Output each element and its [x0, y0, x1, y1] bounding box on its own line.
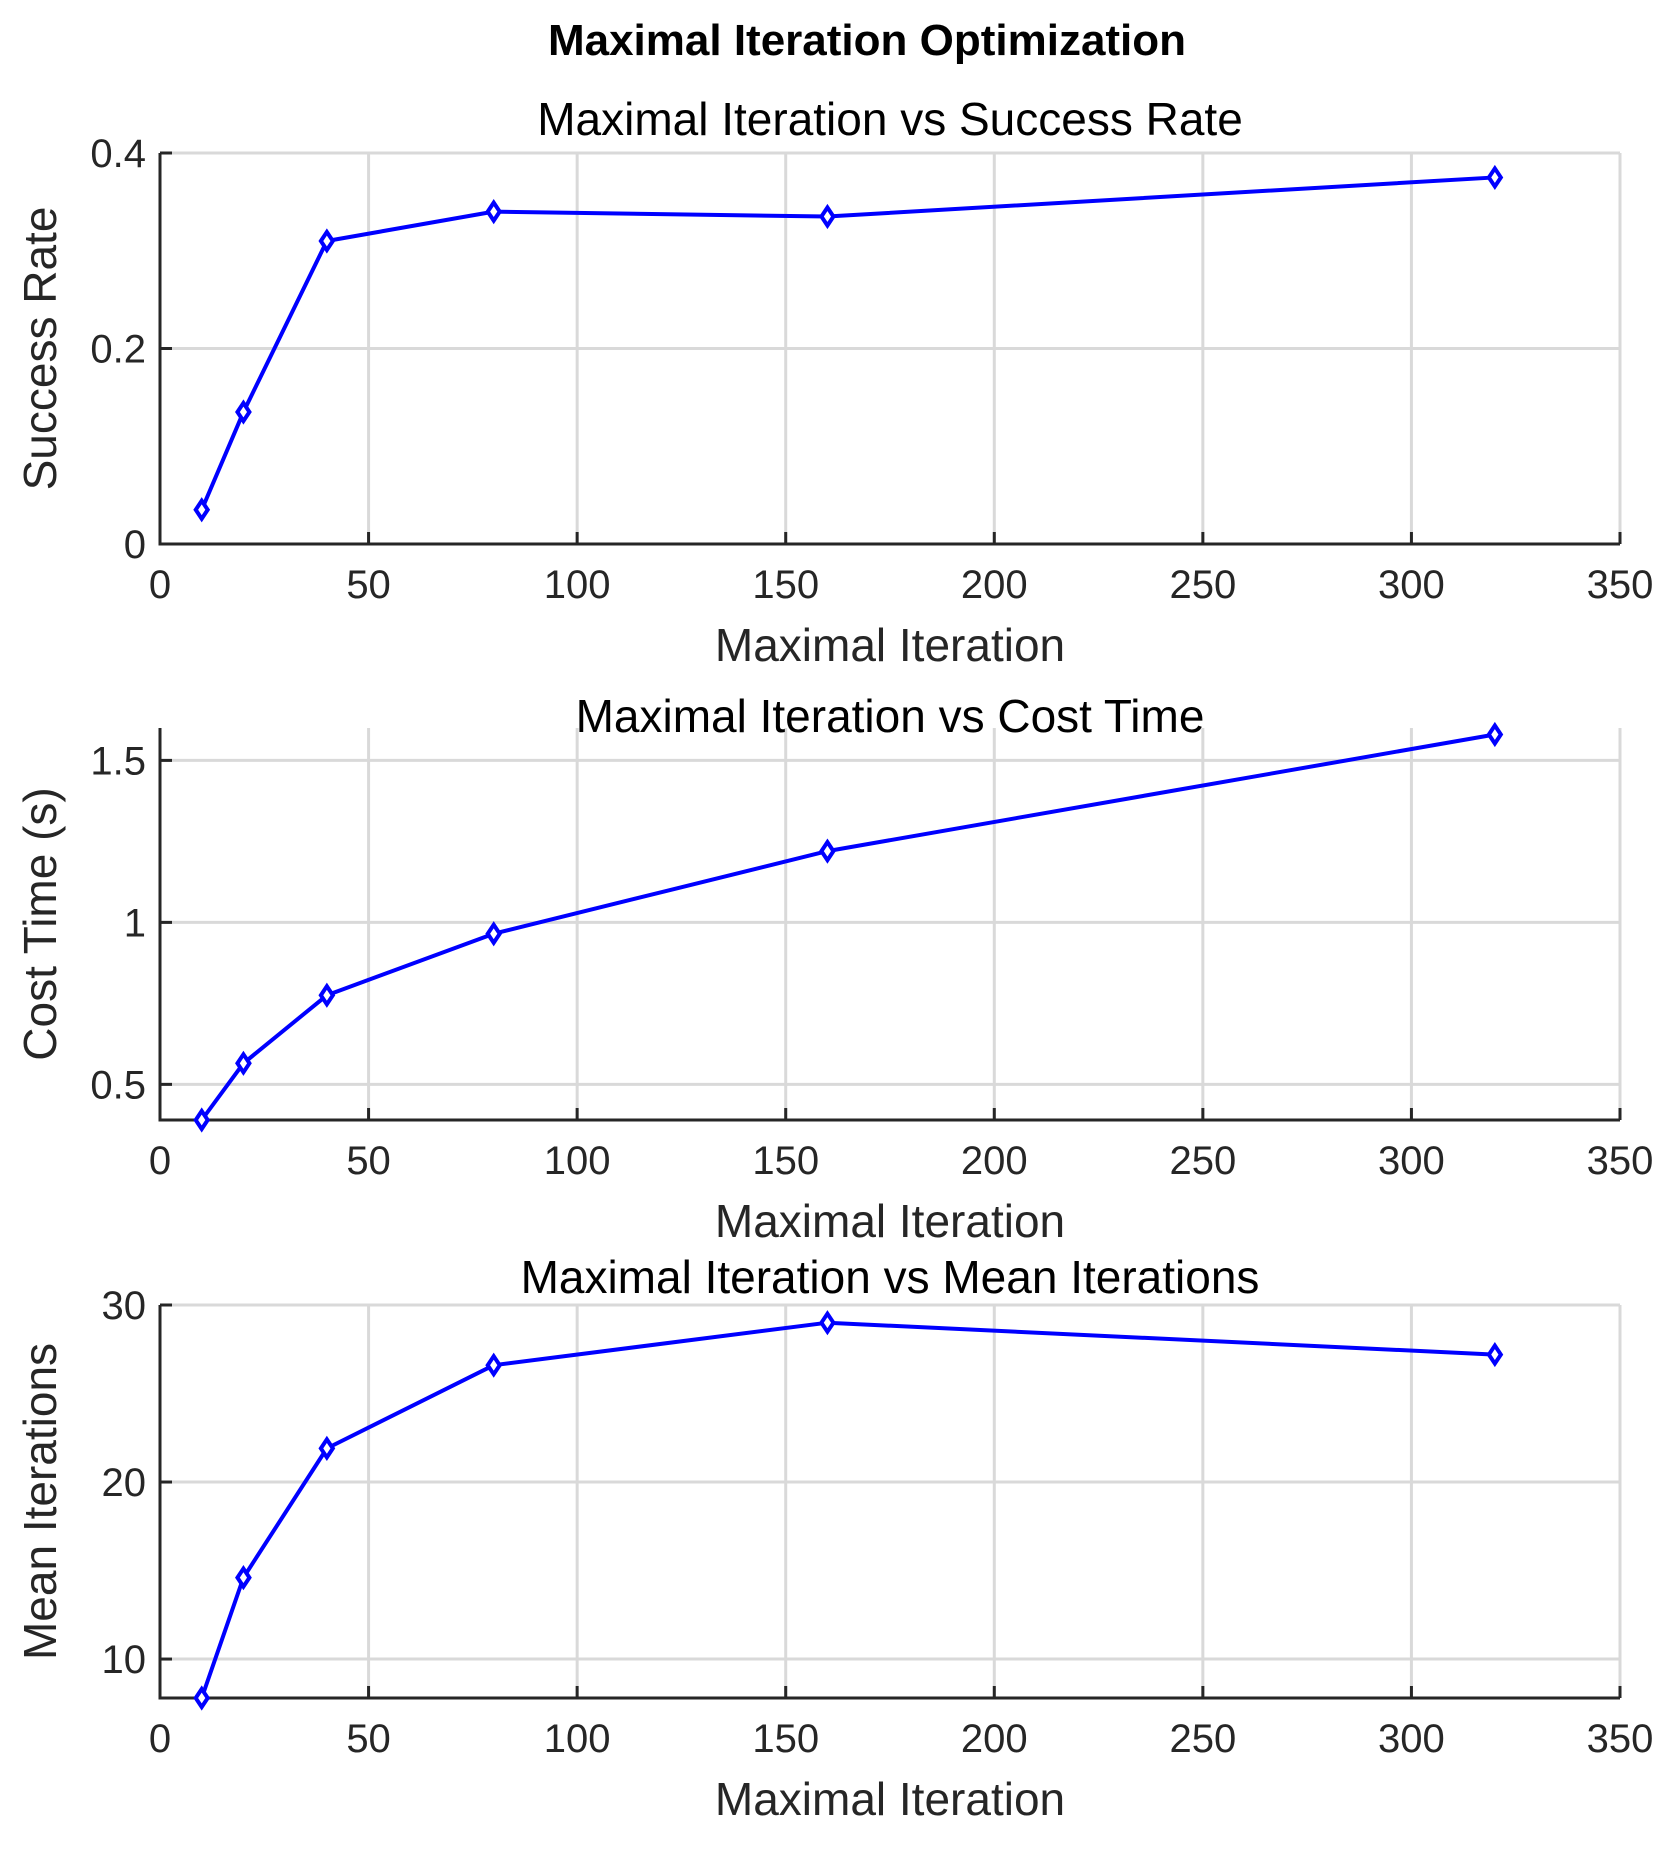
data-point: [1486, 1341, 1504, 1368]
data-point: [485, 1352, 503, 1378]
data-point: [485, 199, 503, 225]
series-line: [199, 175, 1495, 511]
subplot-3: 0 50 100 150 200 250 300 350 10 20 30 Maximal Itera…: [14, 1251, 1653, 1825]
x-tick-label: 50: [346, 563, 391, 607]
data-point: [819, 203, 836, 230]
x-tick-label: 0: [149, 1717, 171, 1761]
data-point: [193, 1685, 211, 1711]
data-point: [193, 1107, 211, 1133]
data-point: [318, 1435, 336, 1461]
subplot-2: 0 50 100 150 200 250 300 350 0.5 1 1.5 Maximal Iter…: [14, 690, 1653, 1247]
x-tick-label: 250: [1169, 1139, 1236, 1183]
data-point: [235, 1050, 252, 1076]
subplot-1: 0 50 100 150 200 250 300 350 0 0.2 0.4 Maximal Iter…: [14, 93, 1653, 671]
y-axis-label: Success Rate: [14, 207, 66, 491]
x-tick-label: 150: [752, 563, 819, 607]
x-tick-label: 350: [1587, 1717, 1654, 1761]
x-tick-label: 300: [1378, 563, 1445, 607]
y-tick-label: 0.5: [90, 1063, 146, 1107]
data-point: [1486, 721, 1504, 748]
x-tick-label: 0: [149, 1139, 171, 1183]
y-tick-label: 0.4: [90, 132, 146, 176]
series-line: [200, 732, 1496, 1122]
x-tick-label: 150: [752, 1717, 819, 1761]
x-tick-label: 350: [1587, 1139, 1654, 1183]
y-tick-label: 1: [124, 901, 146, 945]
x-tick-label: 200: [961, 563, 1028, 607]
data-point: [485, 921, 503, 947]
x-axis-label: Maximal Iteration: [715, 1773, 1065, 1825]
data-point: [193, 497, 211, 523]
data-point: [819, 1310, 836, 1336]
x-tick-label: 350: [1587, 563, 1654, 607]
y-tick-label: 30: [102, 1284, 147, 1328]
figure-suptitle: Maximal Iteration Optimization: [548, 16, 1186, 65]
y-axis-label: Cost Time (s): [14, 787, 66, 1060]
y-tick-label: 0: [124, 523, 146, 567]
x-tick-label: 100: [544, 563, 611, 607]
x-tick-label: 250: [1169, 1717, 1236, 1761]
data-point: [1486, 164, 1504, 191]
x-tick-label: 0: [149, 563, 171, 607]
x-tick-label: 250: [1169, 563, 1236, 607]
x-tick-label: 150: [752, 1139, 819, 1183]
data-point: [235, 399, 252, 425]
series-line: [199, 1320, 1495, 1699]
data-point: [318, 228, 336, 254]
subplot-title: Maximal Iteration vs Mean Iterations: [521, 1251, 1260, 1303]
subplot-title: Maximal Iteration vs Success Rate: [537, 93, 1243, 145]
y-tick-label: 10: [102, 1638, 147, 1682]
x-tick-label: 50: [346, 1139, 391, 1183]
x-tick-label: 50: [346, 1717, 391, 1761]
data-point: [318, 982, 336, 1008]
x-tick-label: 100: [544, 1139, 611, 1183]
x-tick-label: 200: [961, 1139, 1028, 1183]
x-tick-label: 300: [1378, 1717, 1445, 1761]
x-tick-label: 200: [961, 1717, 1028, 1761]
y-tick-label: 20: [102, 1461, 147, 1505]
x-tick-label: 300: [1378, 1139, 1445, 1183]
data-point: [235, 1565, 252, 1591]
x-tick-label: 100: [544, 1717, 611, 1761]
y-axis-label: Mean Iterations: [14, 1343, 66, 1660]
y-tick-label: 0.2: [90, 328, 146, 372]
x-axis-label: Maximal Iteration: [715, 1195, 1065, 1247]
x-axis-label: Maximal Iteration: [715, 619, 1065, 671]
data-point: [819, 838, 836, 864]
subplot-title: Maximal Iteration vs Cost Time: [576, 690, 1205, 742]
y-tick-label: 1.5: [90, 739, 146, 783]
